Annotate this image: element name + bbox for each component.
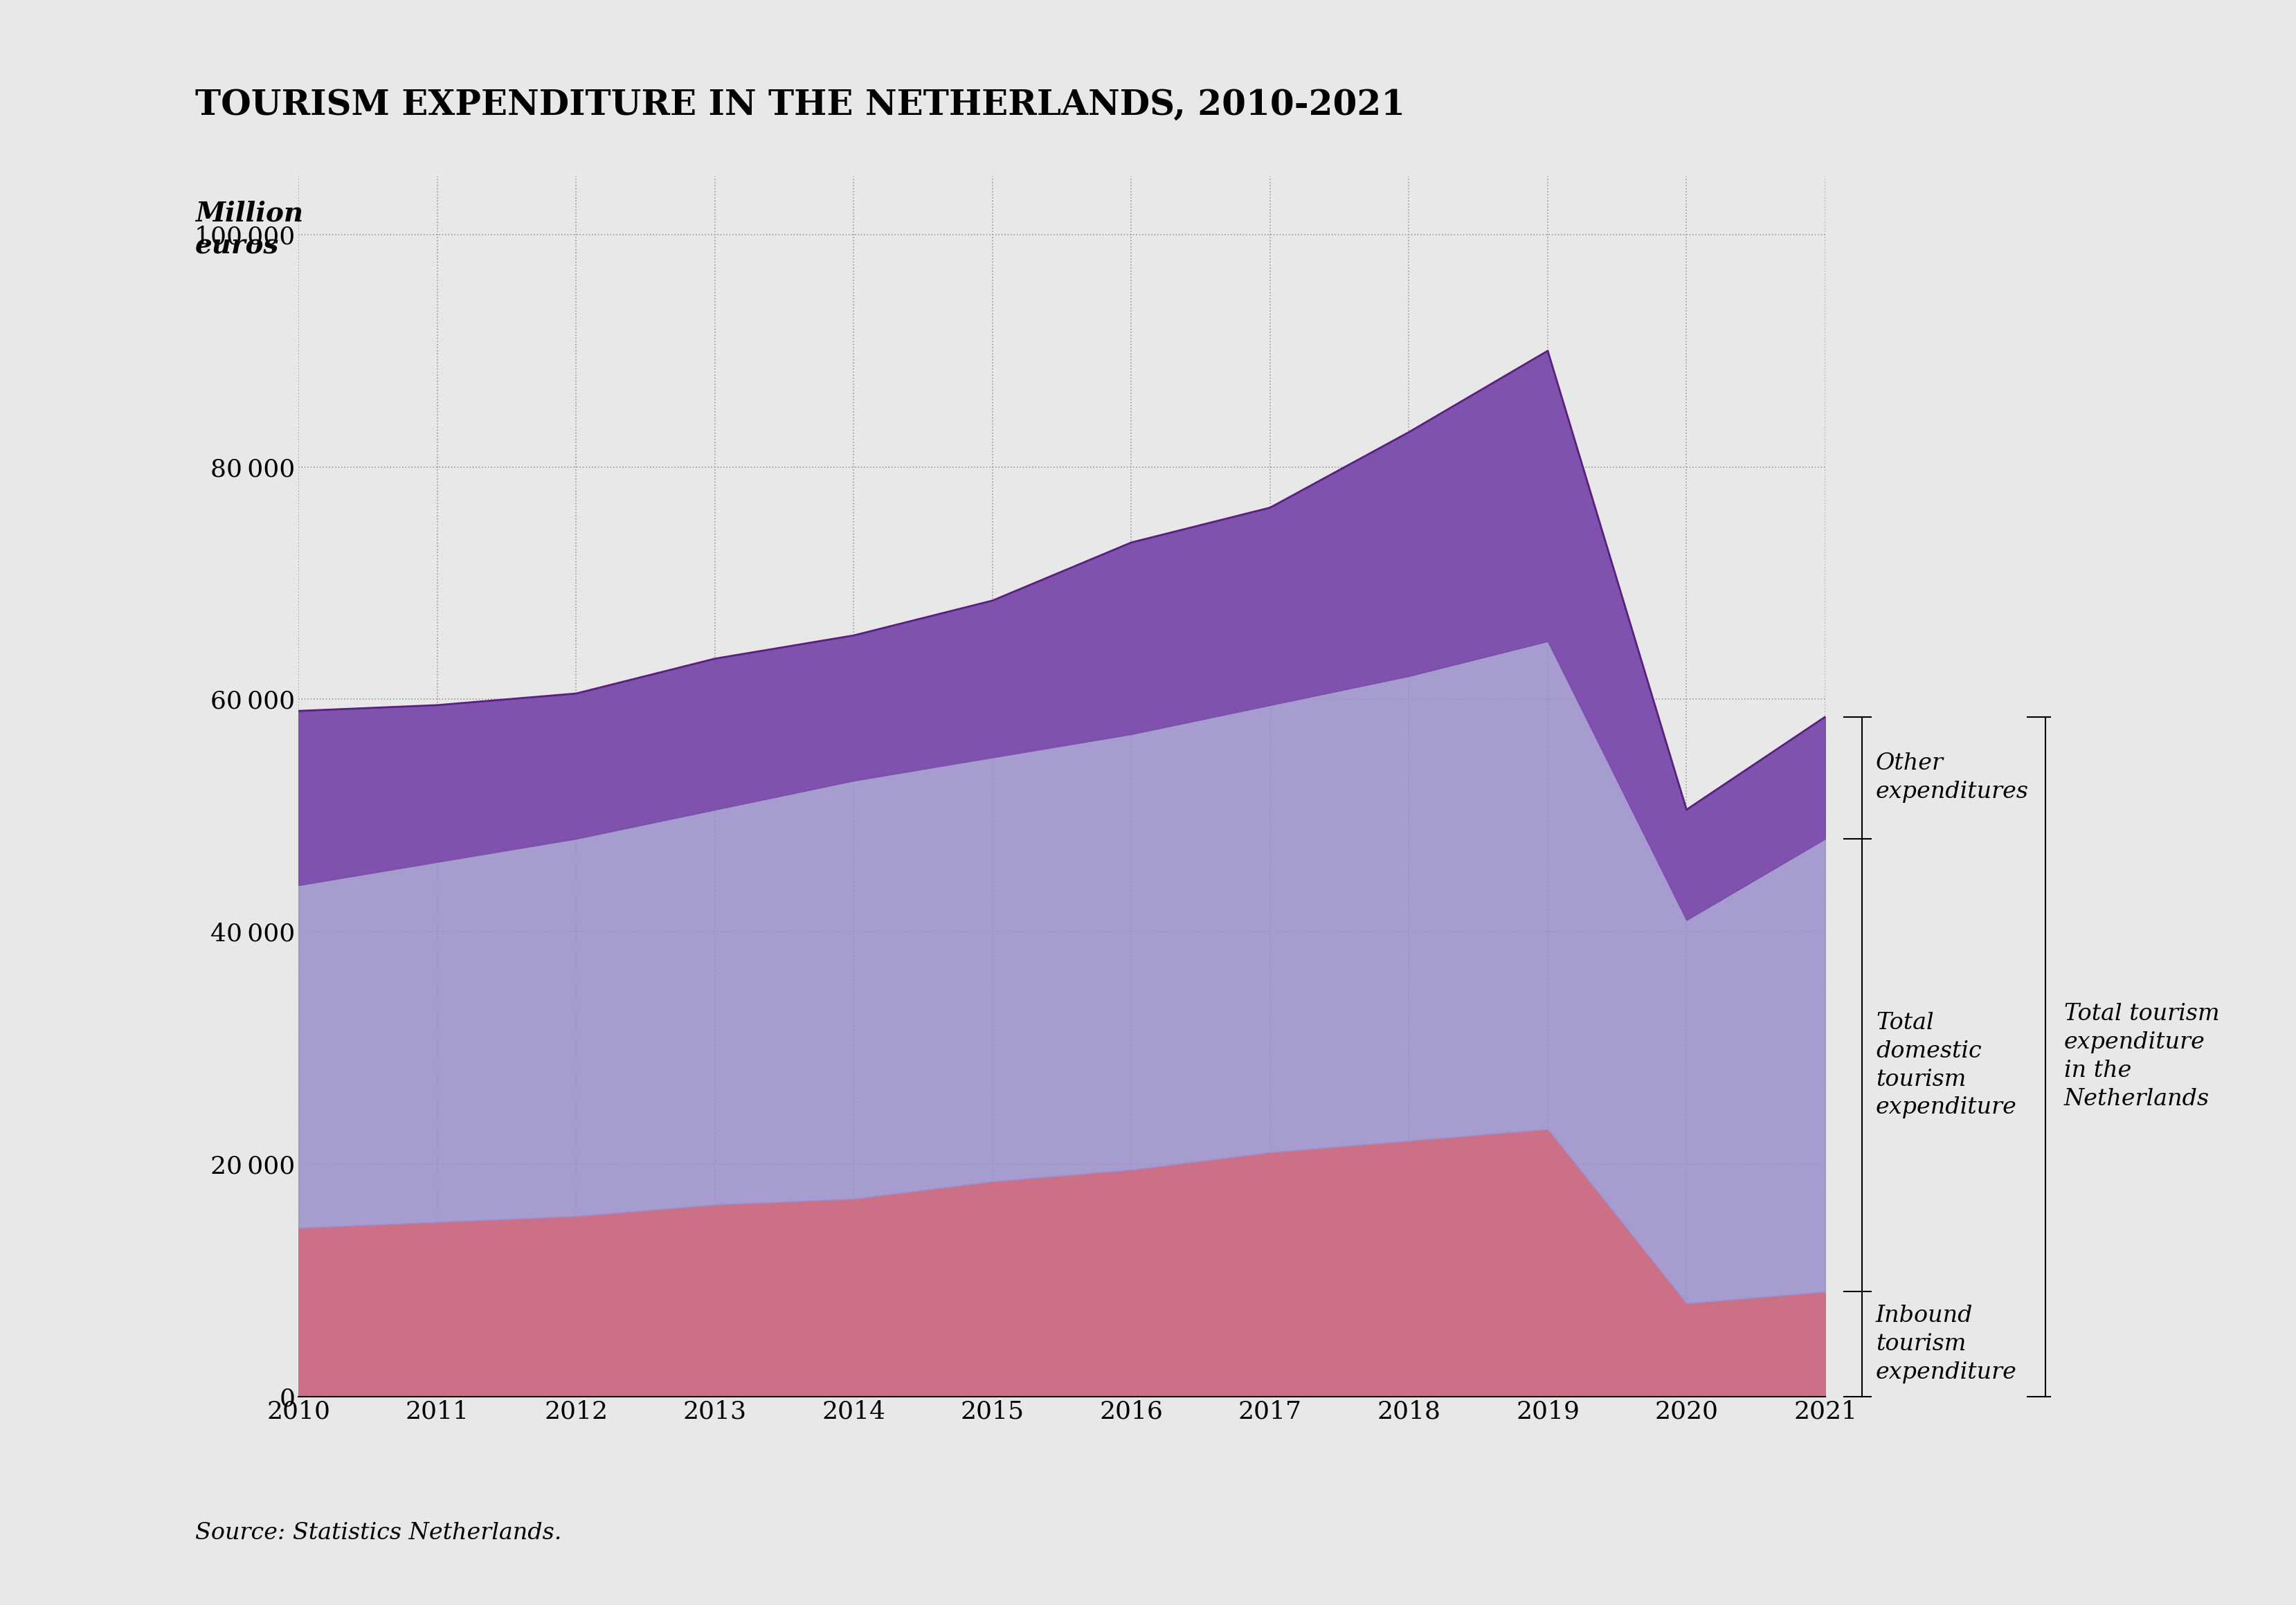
Text: Total tourism
expenditure
in the
Netherlands: Total tourism expenditure in the Netherl… — [2064, 1003, 2220, 1111]
Text: Total
domestic
tourism
expenditure: Total domestic tourism expenditure — [1876, 1011, 2016, 1119]
Text: Other
expenditures: Other expenditures — [1876, 753, 2030, 802]
Text: Source: Statistics Netherlands.: Source: Statistics Netherlands. — [195, 1522, 563, 1544]
Text: TOURISM EXPENDITURE IN THE NETHERLANDS, 2010-2021: TOURISM EXPENDITURE IN THE NETHERLANDS, … — [195, 88, 1405, 122]
Text: Million
euros: Million euros — [195, 201, 303, 260]
Text: Inbound
tourism
expenditure: Inbound tourism expenditure — [1876, 1305, 2016, 1384]
